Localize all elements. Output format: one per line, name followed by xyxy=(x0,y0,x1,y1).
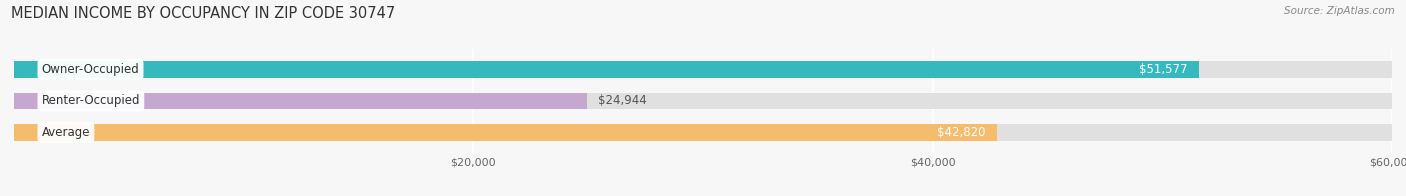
Text: Source: ZipAtlas.com: Source: ZipAtlas.com xyxy=(1284,6,1395,16)
Text: $24,944: $24,944 xyxy=(599,94,647,107)
Bar xyxy=(14,124,1392,141)
Text: $51,577: $51,577 xyxy=(1139,63,1187,76)
Text: Average: Average xyxy=(42,126,90,139)
Text: MEDIAN INCOME BY OCCUPANCY IN ZIP CODE 30747: MEDIAN INCOME BY OCCUPANCY IN ZIP CODE 3… xyxy=(11,6,395,21)
Text: Renter-Occupied: Renter-Occupied xyxy=(42,94,141,107)
Text: $42,820: $42,820 xyxy=(938,126,986,139)
Bar xyxy=(14,61,1198,78)
Bar xyxy=(14,124,997,141)
Bar xyxy=(14,93,1392,109)
Bar xyxy=(14,93,586,109)
Text: Owner-Occupied: Owner-Occupied xyxy=(42,63,139,76)
Bar xyxy=(14,61,1392,78)
